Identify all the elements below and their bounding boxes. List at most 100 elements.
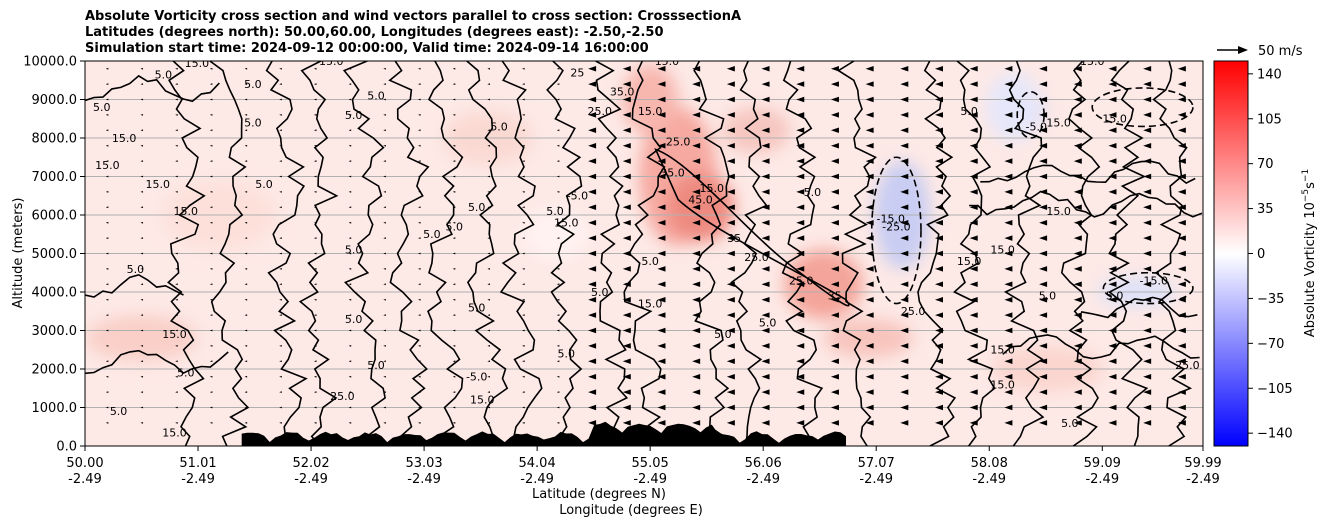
wind-vector [348, 191, 352, 193]
wind-vector [1108, 127, 1117, 134]
wind-vector [1177, 250, 1186, 257]
wind-vector [313, 114, 317, 116]
wind-vector [313, 175, 317, 178]
wind-vector [209, 375, 213, 378]
wind-vector [140, 160, 144, 162]
wind-vector [348, 114, 352, 116]
wind-vector [452, 360, 456, 363]
colorbar-tick-label: 140 [1257, 67, 1282, 82]
wind-vector [622, 404, 631, 411]
wind-vector [796, 420, 805, 426]
wind-vector [796, 250, 805, 257]
wind-vector [383, 422, 386, 424]
wind-vector [487, 67, 490, 70]
wind-vector [1108, 266, 1117, 272]
wind-vector [383, 360, 386, 363]
wind-vector [1108, 142, 1117, 149]
contour-label: 5.0 [155, 68, 173, 81]
wind-vector [935, 96, 944, 103]
wind-vector [900, 389, 909, 395]
wind-vector [244, 144, 248, 147]
wind-vector [830, 173, 839, 180]
contour-label: 15.0 [112, 132, 137, 145]
wind-vector [865, 158, 874, 164]
wind-vector [726, 112, 735, 118]
wind-vector [522, 221, 525, 224]
wind-vector [969, 358, 978, 365]
quiver-key: 50 m/s [1217, 44, 1303, 59]
wind-vector [209, 67, 213, 70]
wind-vector [313, 283, 317, 286]
wind-vector [1143, 327, 1152, 334]
wind-vector [761, 327, 770, 334]
field-blob [722, 107, 791, 154]
contour-label: 15.0 [638, 105, 663, 118]
wind-vector [175, 345, 178, 347]
wind-vector [175, 375, 178, 378]
wind-vector [418, 114, 421, 116]
wind-vector [588, 343, 597, 349]
contour-line [1060, 61, 1101, 446]
wind-vector [140, 360, 144, 363]
wind-vector [865, 250, 874, 257]
wind-vector [522, 360, 525, 363]
wind-vector [935, 250, 944, 257]
wind-vector [935, 312, 944, 318]
wind-vector [1143, 204, 1152, 211]
wind-vector [418, 406, 421, 409]
wind-vector [348, 175, 352, 178]
wind-vector [865, 142, 874, 149]
wind-vector [279, 129, 282, 132]
wind-vector [830, 81, 839, 87]
wind-vector [1039, 204, 1048, 211]
wind-vector [244, 237, 248, 239]
wind-vector [1143, 281, 1152, 288]
wind-vector [1143, 296, 1152, 303]
wind-vector [935, 204, 944, 211]
terrain-mask [241, 421, 847, 446]
wind-vector [1108, 204, 1117, 211]
contour-labels: 5.015.05.015.015.015.015.05.015.05.05.05… [93, 61, 1200, 439]
colorbar-tick-label: 35 [1257, 202, 1274, 217]
wind-vector [140, 221, 144, 224]
wind-vector [1177, 219, 1186, 226]
wind-vector [522, 391, 525, 393]
wind-vector [1108, 189, 1117, 195]
wind-vector [1177, 420, 1186, 426]
wind-vector [865, 373, 874, 380]
wind-vector [487, 175, 490, 178]
wind-vector [487, 375, 490, 378]
wind-vector [1177, 127, 1186, 134]
wind-vector [487, 345, 490, 347]
wind-vector [279, 391, 282, 393]
wind-vector [1108, 281, 1117, 288]
wind-vector [830, 296, 839, 303]
wind-vector [556, 252, 560, 255]
wind-vector [452, 314, 456, 316]
wind-vector [1073, 327, 1082, 334]
wind-vector [279, 175, 282, 178]
wind-vector [487, 98, 490, 101]
wind-vector [1039, 404, 1048, 411]
wind-vector [348, 375, 352, 378]
wind-vector [418, 391, 421, 393]
field-blob [521, 207, 589, 262]
wind-vector [487, 298, 490, 301]
contour-line [1152, 61, 1193, 446]
wind-vector [622, 420, 631, 426]
wind-vector [244, 175, 248, 178]
wind-vector [1177, 281, 1186, 288]
wind-vector [900, 343, 909, 349]
wind-vector [796, 235, 805, 241]
y-tick-label: 10000.0 [23, 55, 77, 70]
wind-vector [726, 389, 735, 395]
wind-vector [588, 65, 597, 72]
wind-vector [1177, 96, 1186, 103]
wind-vector [935, 173, 944, 180]
wind-vector [900, 250, 909, 257]
colorbar-label: Absolute Vorticity 10−5s−1 [1301, 169, 1318, 337]
wind-vector [692, 219, 701, 226]
wind-vector [761, 65, 770, 72]
wind-vector [522, 345, 525, 347]
wind-vector [865, 404, 874, 411]
